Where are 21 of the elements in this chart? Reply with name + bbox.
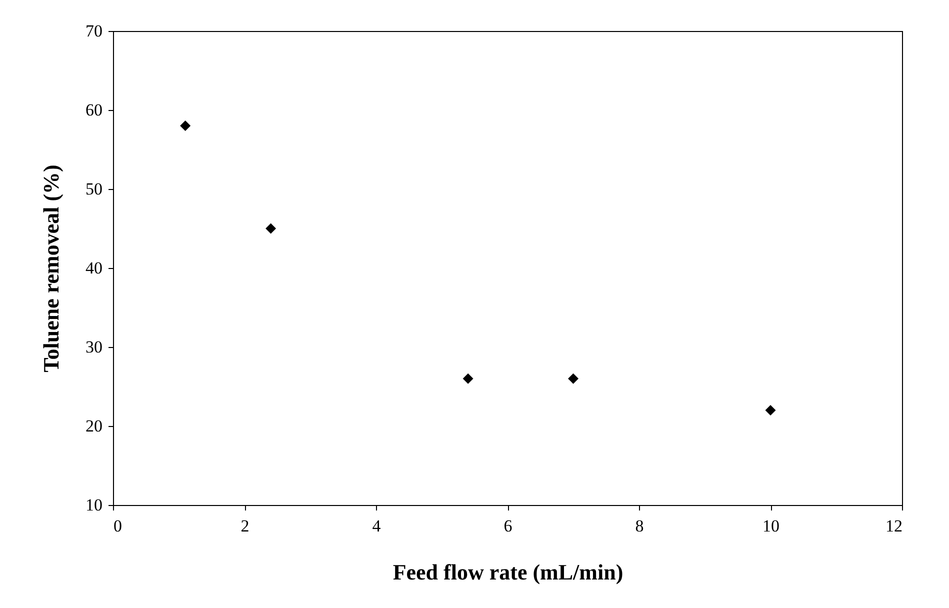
point: [568, 373, 578, 384]
y-tick-label: 60: [86, 100, 102, 120]
y-tick-label: 70: [86, 22, 102, 40]
y-tick-label: 30: [86, 338, 102, 356]
y-tick-label: 20: [86, 416, 102, 436]
point: [765, 404, 776, 416]
x-axis-title: Feed flow rate (mL/min): [392, 560, 624, 584]
y-axis-title: Toluene removeal (%): [38, 164, 64, 372]
x-tick-label: 10: [762, 516, 780, 536]
y-tick-label: 10: [86, 496, 102, 514]
x-tick-label: 12: [886, 516, 902, 536]
point: [266, 223, 276, 234]
point: [180, 120, 191, 132]
x-tick-label: 4: [372, 516, 382, 536]
x-tick-label: 0: [114, 516, 122, 536]
x-tick-label: 2: [240, 516, 250, 536]
point: [462, 373, 474, 384]
y-tick-label: 40: [86, 258, 102, 278]
y-tick-label: 50: [86, 180, 102, 198]
x-tick-label: 8: [635, 516, 644, 536]
x-tick-label: 6: [504, 516, 512, 536]
